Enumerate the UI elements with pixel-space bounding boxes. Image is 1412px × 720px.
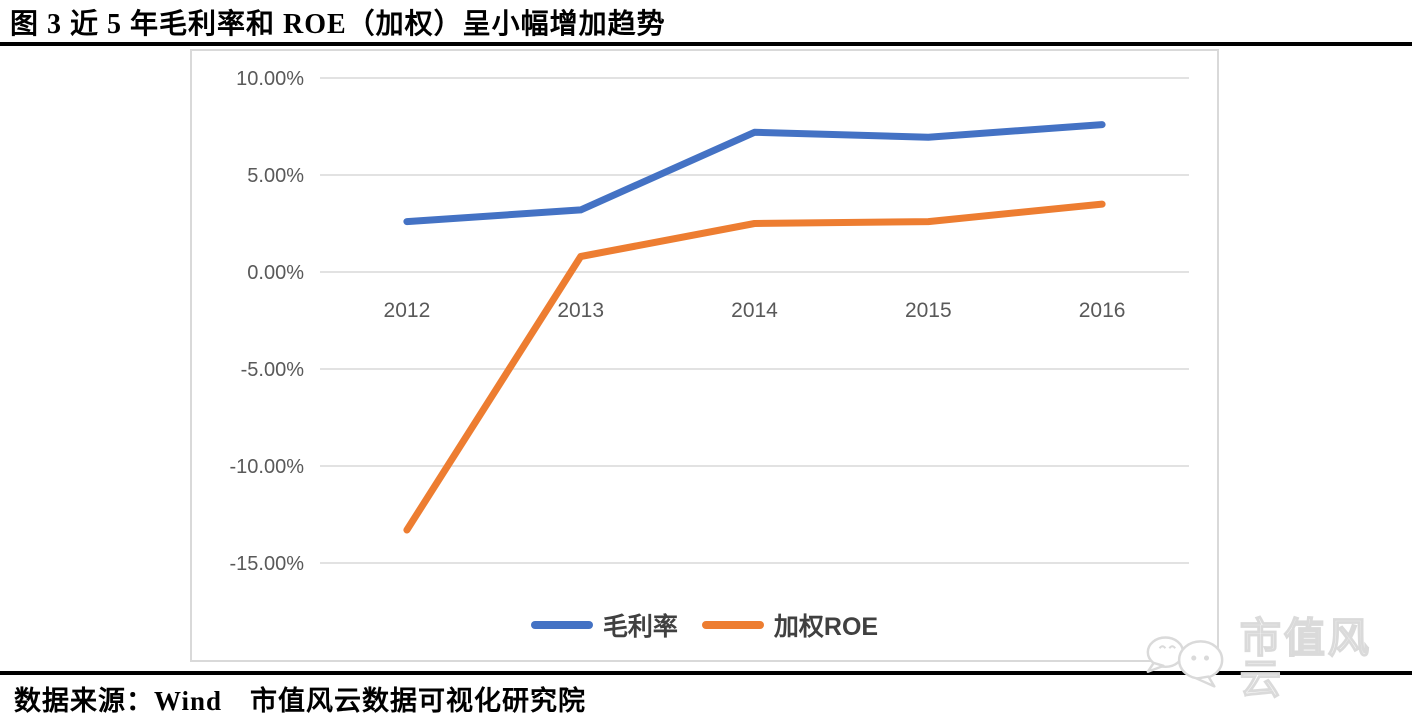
chart-legend: 毛利率 加权ROE	[192, 607, 1217, 643]
y-tick-label: -5.00%	[241, 359, 305, 381]
footer-divider	[0, 671, 1412, 675]
legend-item-gross-margin: 毛利率	[530, 607, 678, 643]
y-tick-label: 0.00%	[247, 262, 304, 284]
legend-swatch-0	[530, 621, 593, 629]
legend-label: 加权ROE	[773, 613, 879, 641]
x-tick-label: 2013	[557, 299, 604, 322]
watermark-text: 市值风云	[1239, 615, 1372, 702]
series-line-0	[403, 121, 1106, 226]
x-tick-label: 2016	[1079, 299, 1126, 322]
legend-label: 毛利率	[602, 613, 678, 641]
y-tick-label: -15.00%	[230, 553, 305, 575]
x-tick-label: 2015	[905, 299, 952, 322]
page-title: 图 3 近 5 年毛利率和 ROE（加权）呈小幅增加趋势	[10, 9, 666, 40]
x-tick-label: 2014	[731, 299, 778, 322]
legend-swatch-1	[701, 621, 764, 629]
y-tick-label: -10.00%	[230, 456, 305, 478]
x-tick-label: 2012	[384, 299, 431, 322]
y-tick-label: 10.00%	[236, 68, 304, 90]
data-source-text: 数据来源：Wind 市值风云数据可视化研究院	[14, 686, 587, 716]
watermark: 市值风云	[1140, 615, 1412, 702]
chart-area: 10.00% 5.00% 0.00% -5.00% -10.00% -15.00% 2012…	[190, 49, 1219, 662]
y-tick-label: 5.00%	[247, 165, 304, 187]
legend-item-weighted-roe: 加权ROE	[701, 607, 879, 643]
series-line-1	[403, 200, 1106, 534]
chart-svg: 10.00% 5.00% 0.00% -5.00% -10.00% -15.00% 2012…	[230, 68, 1189, 575]
title-divider	[0, 42, 1412, 46]
chat-bubbles-logo-icon	[1146, 636, 1224, 688]
